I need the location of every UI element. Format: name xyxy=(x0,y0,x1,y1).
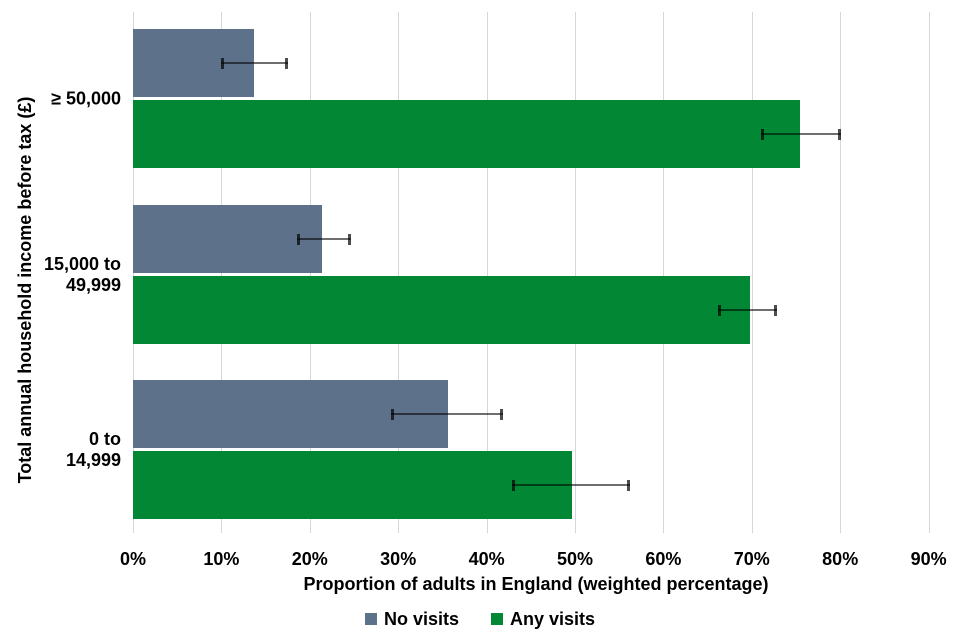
legend-item-any-visits: Any visits xyxy=(490,609,596,629)
gridline-70% xyxy=(752,12,753,533)
legend-item-no-visits: No visits xyxy=(364,609,459,629)
error-bar-no-visits-15-000-to-49-999 xyxy=(297,234,352,245)
category-label-50-000: ≥ 50,000 xyxy=(0,88,121,109)
error-bar-cap-left xyxy=(512,480,516,491)
plot-area xyxy=(133,12,939,533)
error-bar-cap-right xyxy=(837,129,841,140)
x-tick-label-60%: 60% xyxy=(645,549,682,569)
bar-no-visits-15-000-to-49-999 xyxy=(133,205,323,273)
gridline-90% xyxy=(929,12,930,533)
legend-swatch-any-visits xyxy=(490,613,503,625)
legend: No visits Any visits xyxy=(0,609,960,629)
x-tick-label-30%: 30% xyxy=(380,549,417,569)
x-tick-label-40%: 40% xyxy=(468,549,505,569)
error-bar-no-visits-0-to-14-999 xyxy=(391,409,504,420)
error-bar-any-visits-50-000 xyxy=(760,129,841,140)
gridline-60% xyxy=(663,12,664,533)
y-axis-category-labels: ≥ 50,000 15,000 to 49,999 0 to 14,999 xyxy=(0,0,121,640)
bar-any-visits-15-000-to-49-999 xyxy=(133,276,750,344)
x-tick-label-50%: 50% xyxy=(556,549,594,569)
error-bar-cap-right xyxy=(626,480,630,491)
error-bar-cap-right xyxy=(774,305,778,316)
x-tick-label-10%: 10% xyxy=(203,549,240,569)
error-bar-no-visits-50-000 xyxy=(221,58,288,69)
bar-any-visits-0-to-14-999 xyxy=(133,451,572,519)
error-bar-any-visits-15-000-to-49-999 xyxy=(718,305,778,316)
gridline-80% xyxy=(840,12,841,533)
category-label-line: ≥ 50,000 xyxy=(51,88,121,108)
category-label-line: 0 to xyxy=(88,428,121,449)
x-axis-title: Proportion of adults in England (weighte… xyxy=(303,574,769,594)
gridline-50% xyxy=(575,12,576,533)
error-bar-cap-left xyxy=(391,409,395,420)
x-tick-label-0%: 0% xyxy=(119,549,146,569)
error-bar-cap-left xyxy=(221,58,225,69)
category-label-15-000-to-49-999: 15,000 to 49,999 xyxy=(0,254,121,296)
legend-swatch-no-visits xyxy=(364,613,377,625)
error-bar-any-visits-0-to-14-999 xyxy=(512,480,630,491)
x-tick-label-70%: 70% xyxy=(733,549,770,569)
x-tick-label-90%: 90% xyxy=(910,549,947,569)
gridline-40% xyxy=(487,12,488,533)
error-bar-cap-right xyxy=(284,58,288,69)
error-bar-cap-left xyxy=(718,305,722,316)
error-bar-cap-right xyxy=(500,409,504,420)
category-label-0-to-14-999: 0 to 14,999 xyxy=(0,429,121,471)
legend-label-no-visits: No visits xyxy=(383,609,459,629)
gridline-30% xyxy=(398,12,399,533)
legend-label-any-visits: Any visits xyxy=(509,609,596,629)
bar-any-visits-50-000 xyxy=(133,100,800,168)
error-bar-cap-left xyxy=(297,234,301,245)
error-bar-cap-left xyxy=(760,129,764,140)
category-label-line: 14,999 xyxy=(65,449,121,470)
x-tick-label-20%: 20% xyxy=(291,549,328,569)
category-label-line: 49,999 xyxy=(65,274,121,295)
error-bar-cap-right xyxy=(348,234,352,245)
category-label-line: 15,000 to xyxy=(43,253,121,274)
x-tick-label-80%: 80% xyxy=(822,549,859,569)
